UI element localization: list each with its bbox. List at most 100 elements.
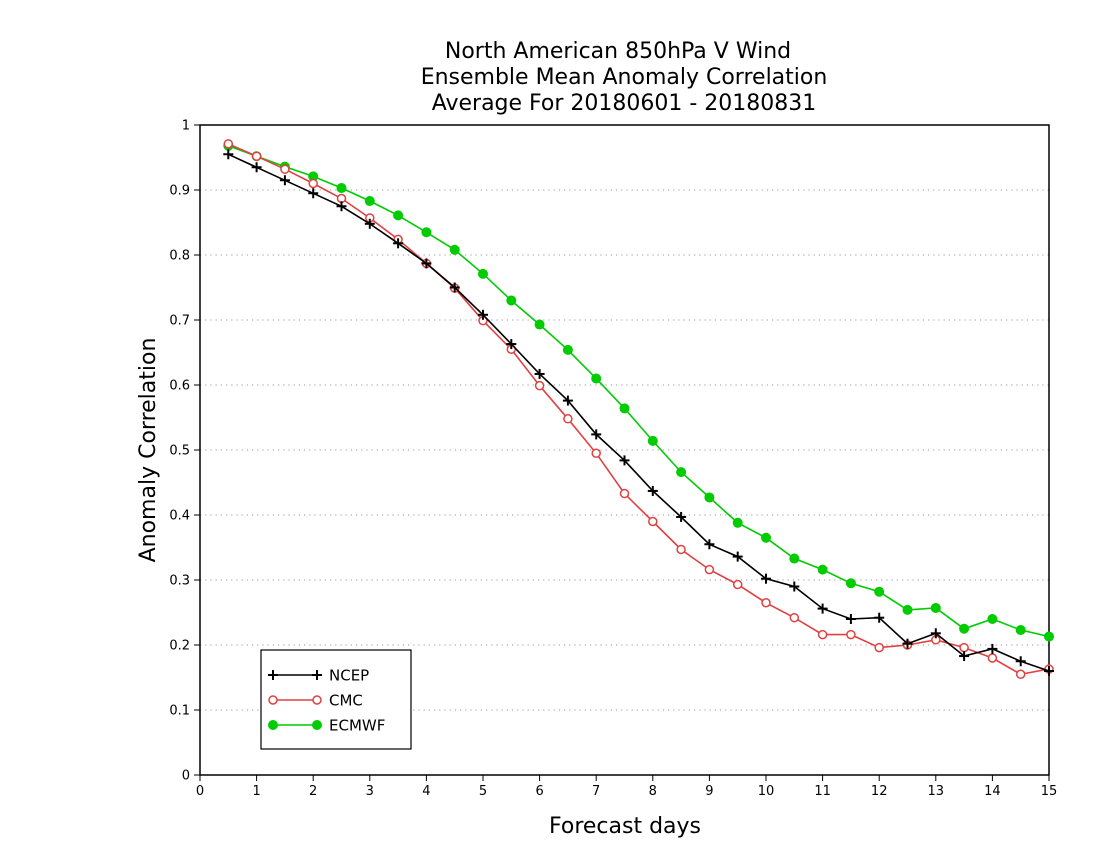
- point-ncep-20: [789, 581, 800, 592]
- point-ncep-15: [647, 485, 658, 496]
- point-ecmwf-5: [364, 196, 375, 207]
- legend-marker-left-ncep: [268, 670, 278, 680]
- y-tick-label-10: 1: [182, 119, 190, 134]
- point-cmc-22: [846, 629, 856, 640]
- point-ncep-29: [1044, 666, 1054, 676]
- x-tick-label-4: 4: [422, 784, 430, 799]
- series-ecmwf: [223, 140, 1054, 642]
- series-layer: [223, 139, 1054, 679]
- axes: 00.10.20.30.40.50.60.70.80.910 1 2 3 4 5 6 7 8 9 1…: [169, 119, 1057, 800]
- point-ecmwf-22: [845, 578, 856, 589]
- chart-title-line-3: Average For 20180601 - 20180831: [432, 91, 817, 116]
- point-cmc-14: [619, 488, 630, 499]
- x-tick-label-2: 2: [309, 784, 317, 799]
- y-tick-label-7: 0.7: [169, 314, 190, 329]
- point-cmc-26: [959, 642, 969, 653]
- point-ncep-11: [534, 368, 545, 379]
- legend-entry-cmc: CMC: [268, 692, 363, 710]
- x-tick-label-10: 10: [758, 784, 775, 799]
- point-ecmwf-7: [421, 227, 432, 238]
- point-ncep-4: [336, 201, 347, 212]
- y-tick-label-4: 0.4: [169, 509, 190, 524]
- point-cmc-13: [591, 448, 601, 458]
- point-ncep-13: [591, 429, 602, 440]
- point-ecmwf-18: [732, 517, 743, 528]
- x-tick-label-13: 13: [928, 784, 945, 799]
- legend: NCEP CMC ECMWF: [260, 649, 412, 750]
- point-ncep-21: [817, 603, 828, 614]
- point-cmc-20: [789, 612, 800, 623]
- point-ncep-27: [987, 643, 998, 654]
- point-cmc-1: [251, 151, 262, 161]
- x-tick-label-6: 6: [535, 784, 543, 799]
- point-ncep-28: [1015, 656, 1026, 667]
- point-cmc-12: [563, 414, 573, 424]
- series-line-ecmwf: [228, 145, 1050, 638]
- x-tick-label-3: 3: [366, 784, 374, 799]
- point-ncep-24: [902, 638, 913, 649]
- point-ncep-3: [308, 188, 319, 199]
- point-cmc-17: [704, 564, 715, 575]
- legend-label-cmc: CMC: [329, 692, 363, 710]
- point-ncep-26: [959, 651, 970, 662]
- point-ncep-5: [364, 218, 375, 229]
- point-cmc-2: [280, 164, 290, 174]
- point-ecmwf-28: [1015, 625, 1026, 636]
- point-ecmwf-19: [761, 532, 771, 543]
- point-cmc-18: [732, 579, 743, 590]
- point-ecmwf-29: [1044, 631, 1054, 642]
- point-ecmwf-15: [647, 435, 658, 446]
- legend-marker-right-ncep: [312, 670, 322, 680]
- x-tick-label-1: 1: [252, 784, 260, 799]
- point-ncep-6: [393, 238, 404, 249]
- point-ecmwf-8: [449, 244, 460, 255]
- series-cmc: [223, 139, 1054, 679]
- point-ncep-23: [874, 612, 885, 623]
- point-ecmwf-24: [902, 604, 913, 615]
- point-ecmwf-10: [506, 295, 517, 306]
- point-ecmwf-21: [817, 564, 828, 575]
- y-axis-label: Anomaly Correlation: [136, 338, 161, 563]
- point-ncep-8: [449, 282, 460, 293]
- point-ecmwf-13: [591, 373, 602, 384]
- point-ecmwf-25: [930, 602, 941, 613]
- point-ecmwf-4: [336, 183, 347, 194]
- series-ncep: [223, 149, 1054, 676]
- point-cmc-28: [1015, 669, 1026, 679]
- legend-marker-left-cmc: [268, 695, 278, 705]
- point-cmc-3: [308, 178, 318, 189]
- point-cmc-23: [874, 642, 884, 653]
- legend-label-ecmwf: ECMWF: [329, 717, 385, 735]
- x-tick-label-14: 14: [984, 784, 1001, 799]
- legend-label-ncep: NCEP: [329, 667, 369, 685]
- point-ncep-9: [478, 309, 488, 320]
- point-ecmwf-12: [562, 344, 573, 355]
- point-ecmwf-14: [619, 403, 630, 414]
- y-tick-label-6: 0.6: [169, 379, 190, 394]
- y-tick-label-0: 0: [182, 769, 190, 784]
- point-ncep-17: [704, 539, 715, 550]
- point-cmc-16: [676, 544, 686, 555]
- x-tick-label-5: 5: [479, 784, 487, 799]
- y-tick-label-8: 0.8: [169, 249, 190, 264]
- y-tick-label-9: 0.9: [169, 184, 190, 199]
- y-tick-label-1: 0.1: [169, 704, 190, 719]
- point-cmc-0: [223, 139, 234, 149]
- point-ncep-25: [930, 628, 941, 639]
- chart-title-line-2: Ensemble Mean Anomaly Correlation: [421, 65, 828, 90]
- point-ncep-14: [619, 455, 630, 466]
- point-ecmwf-17: [704, 492, 715, 503]
- point-ecmwf-6: [393, 210, 404, 221]
- legend-marker-right-ecmwf: [312, 720, 322, 730]
- point-ecmwf-23: [874, 586, 885, 597]
- point-cmc-19: [761, 598, 771, 608]
- point-ecmwf-27: [987, 614, 998, 624]
- chart-title-line-1: North American 850hPa V Wind: [445, 39, 791, 64]
- x-axis-label: Forecast days: [549, 814, 701, 839]
- y-tick-label-2: 0.2: [169, 639, 190, 654]
- point-ncep-19: [761, 573, 771, 584]
- grid-lines: [200, 189, 1049, 711]
- point-ncep-0: [223, 149, 234, 160]
- point-cmc-15: [648, 516, 658, 527]
